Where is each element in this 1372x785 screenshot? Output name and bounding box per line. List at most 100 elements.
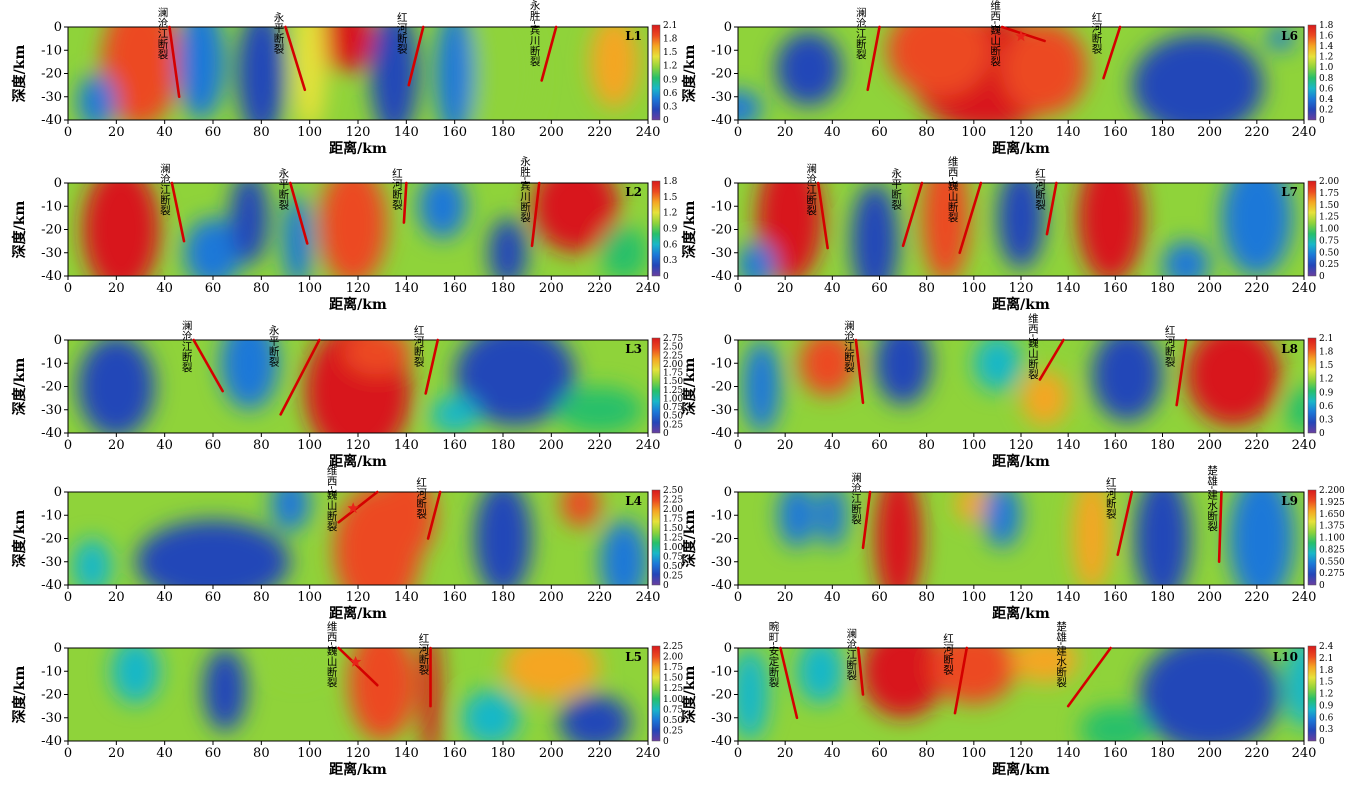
velocity-anomaly (775, 31, 842, 107)
x-tick-label: 0 (64, 125, 72, 140)
x-tick-label: 160 (1103, 281, 1128, 296)
x-tick-label: 120 (346, 281, 371, 296)
y-tick-label: -30 (41, 403, 62, 418)
velocity-anomaly (1002, 27, 1088, 116)
colorbar-tick-label: 0 (1319, 272, 1325, 282)
colorbar-tick-label: 1.25 (663, 386, 683, 396)
y-tick-label: -40 (41, 734, 62, 749)
y-tick-label: -20 (711, 67, 732, 82)
x-tick-label: 120 (1009, 438, 1034, 453)
y-tick-label: -10 (711, 664, 732, 679)
velocity-anomaly (756, 183, 823, 276)
colorbar-tick-label: 1.5 (663, 193, 678, 203)
panel-id-label: L10 (1273, 650, 1298, 664)
x-tick-label: 220 (1244, 746, 1269, 761)
epicenter-star-icon (349, 656, 362, 667)
x-tick-label: 140 (1056, 746, 1081, 761)
y-tick-label: -10 (711, 508, 732, 523)
x-tick-label: 60 (871, 125, 888, 140)
fault-line (170, 181, 186, 243)
y-tick-label: -40 (711, 269, 732, 284)
fault-label: 红河断裂 (1105, 476, 1117, 520)
y-tick-label: -10 (711, 43, 732, 58)
colorbar-tick-label: 1.8 (1319, 348, 1334, 358)
velocity-anomaly (1072, 492, 1111, 585)
panel-L4: 维西-巍山断裂 红河断裂 L4 0 20 40 60 80 100 120 140 160 180 200… (11, 464, 683, 622)
colorbar-tick-label: 2.1 (663, 21, 677, 31)
colorbar (1307, 489, 1317, 586)
colorbar-tick-label: 1.5 (663, 48, 678, 58)
x-tick-label: 220 (1244, 281, 1269, 296)
fault-line (279, 338, 321, 416)
x-tick-label: 120 (1009, 125, 1034, 140)
x-tick-label: 60 (871, 438, 888, 453)
colorbar (1307, 645, 1317, 742)
colorbar-tick-label: 2.1 (1319, 654, 1333, 664)
y-tick-label: 0 (54, 176, 62, 191)
x-tick-label: 160 (1103, 590, 1128, 605)
colorbar-tick-label: 0.75 (663, 553, 683, 563)
x-tick-label: 180 (1150, 746, 1175, 761)
fault-label: 永胜-宾川断裂 (519, 155, 531, 223)
velocity-anomaly (77, 73, 117, 120)
velocity-anomaly (973, 340, 1021, 392)
x-tick-label: 80 (918, 438, 935, 453)
x-tick-label: 140 (1056, 281, 1081, 296)
x-tick-label: 180 (491, 125, 516, 140)
x-tick-label: 200 (1197, 438, 1222, 453)
x-tick-label: 160 (442, 125, 467, 140)
x-tick-label: 60 (871, 590, 888, 605)
colorbar-tick-label: 0.4 (1319, 95, 1334, 105)
x-tick-label: 80 (253, 438, 270, 453)
velocity-anomaly (818, 492, 847, 548)
x-tick-label: 220 (587, 438, 612, 453)
x-tick-label: 140 (394, 746, 419, 761)
colorbar-tick-label: 0 (663, 429, 669, 439)
x-tick-label: 240 (1292, 746, 1317, 761)
velocity-anomaly (1285, 648, 1304, 730)
velocity-anomaly (343, 340, 412, 375)
x-tick-label: 160 (442, 590, 467, 605)
y-tick-label: -40 (41, 113, 62, 128)
x-tick-label: 0 (734, 125, 742, 140)
colorbar-tick-label: 0.9 (1319, 388, 1334, 398)
panel-L9: 澜沧江断裂 红河断裂 楚雄-建水断裂 L9 0 20 40 60 80 100 120 140 160 1… (681, 464, 1345, 622)
y-tick-label: -30 (711, 555, 732, 570)
colorbar-tick-label: 0.75 (663, 705, 683, 715)
colorbar-tick-label: 0 (663, 737, 669, 747)
x-tick-label: 180 (1150, 438, 1175, 453)
x-tick-label: 240 (1292, 590, 1317, 605)
panel-id-label: L9 (1281, 494, 1298, 508)
velocity-anomaly (851, 183, 899, 276)
y-tick-label: -30 (41, 246, 62, 261)
x-tick-label: 0 (64, 281, 72, 296)
heatmap-field (68, 340, 648, 433)
y-tick-label: -20 (711, 223, 732, 238)
colorbar-tick-label: 1.00 (663, 695, 683, 705)
heatmap-field (738, 27, 1304, 120)
x-tick-label: 100 (961, 438, 986, 453)
x-tick-label: 220 (587, 590, 612, 605)
colorbar-tick-label: 0.6 (1319, 84, 1334, 94)
x-tick-label: 180 (491, 590, 516, 605)
fault-line (866, 25, 881, 92)
x-tick-label: 160 (1103, 438, 1128, 453)
fault-line (901, 181, 924, 248)
y-tick-label: 0 (54, 333, 62, 348)
y-tick-label: -40 (41, 578, 62, 593)
x-tick-label: 80 (253, 125, 270, 140)
colorbar-tick-label: 1.8 (663, 177, 678, 187)
x-tick-label: 20 (777, 125, 794, 140)
velocity-anomaly (316, 27, 375, 72)
colorbar-tick-label: 0.25 (663, 726, 683, 736)
x-tick-label: 80 (918, 125, 935, 140)
y-tick-label: 0 (724, 485, 732, 500)
colorbar-tick-label: 1.75 (663, 515, 683, 525)
y-tick-label: -10 (41, 664, 62, 679)
colorbar-tick-label: 1.650 (1319, 510, 1345, 520)
colorbar-tick-label: 2.00 (663, 505, 683, 515)
x-tick-label: 20 (108, 746, 125, 761)
colorbar-tick-label: 1.25 (663, 534, 683, 544)
x-tick-label: 20 (108, 125, 125, 140)
x-tick-label: 80 (918, 746, 935, 761)
